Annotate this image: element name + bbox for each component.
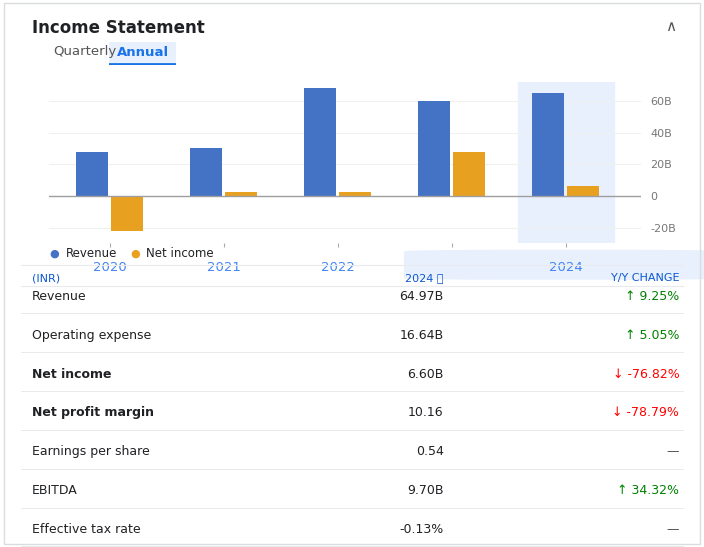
Text: (INR): (INR) (32, 274, 60, 283)
Text: 2021: 2021 (207, 261, 241, 274)
Bar (518, 82, 614, 243)
Text: 2023: 2023 (435, 261, 469, 274)
Text: ↑ 9.25%: ↑ 9.25% (625, 290, 679, 303)
Bar (453, 152, 485, 196)
Text: ↓ -76.82%: ↓ -76.82% (612, 368, 679, 381)
Text: ∧: ∧ (665, 19, 676, 34)
Text: Net income: Net income (32, 368, 111, 381)
Bar (418, 101, 451, 196)
Bar (567, 185, 599, 196)
Text: Net income: Net income (146, 247, 214, 260)
Text: ↑ 34.32%: ↑ 34.32% (617, 484, 679, 497)
Bar (339, 192, 371, 196)
Text: 2022: 2022 (321, 261, 355, 274)
Text: 2024: 2024 (549, 261, 583, 274)
Bar (190, 148, 222, 196)
Text: ↑ 5.05%: ↑ 5.05% (625, 329, 679, 342)
FancyBboxPatch shape (404, 250, 704, 280)
Text: -0.13%: -0.13% (399, 523, 444, 536)
Text: Effective tax rate: Effective tax rate (32, 523, 140, 536)
Text: 10.16: 10.16 (408, 406, 444, 420)
Text: Net profit margin: Net profit margin (32, 406, 153, 420)
Text: 0.54: 0.54 (415, 445, 444, 458)
Text: 6.60B: 6.60B (407, 368, 444, 381)
Text: 16.64B: 16.64B (399, 329, 444, 342)
Text: ●: ● (130, 249, 140, 259)
Text: Income Statement: Income Statement (32, 19, 204, 37)
Text: 64.97B: 64.97B (399, 290, 444, 303)
Text: Revenue: Revenue (32, 290, 87, 303)
Text: 9.70B: 9.70B (407, 484, 444, 497)
Bar (304, 89, 337, 196)
Bar (76, 152, 108, 196)
Text: —: — (667, 523, 679, 536)
Text: Quarterly: Quarterly (53, 45, 116, 59)
Text: —: — (667, 445, 679, 458)
Text: Y/Y CHANGE: Y/Y CHANGE (611, 274, 679, 283)
Text: ↓ -78.79%: ↓ -78.79% (612, 406, 679, 420)
Text: Earnings per share: Earnings per share (32, 445, 149, 458)
Text: 2024: 2024 (549, 261, 583, 274)
Text: 2024 ⓘ: 2024 ⓘ (405, 274, 444, 283)
Bar (532, 93, 565, 196)
Text: Operating expense: Operating expense (32, 329, 151, 342)
Text: Revenue: Revenue (65, 247, 117, 260)
Bar (225, 192, 257, 196)
Text: Annual: Annual (116, 46, 169, 59)
Text: ●: ● (49, 249, 59, 259)
Text: 2020: 2020 (93, 261, 127, 274)
Bar (111, 196, 143, 231)
Text: EBITDA: EBITDA (32, 484, 77, 497)
